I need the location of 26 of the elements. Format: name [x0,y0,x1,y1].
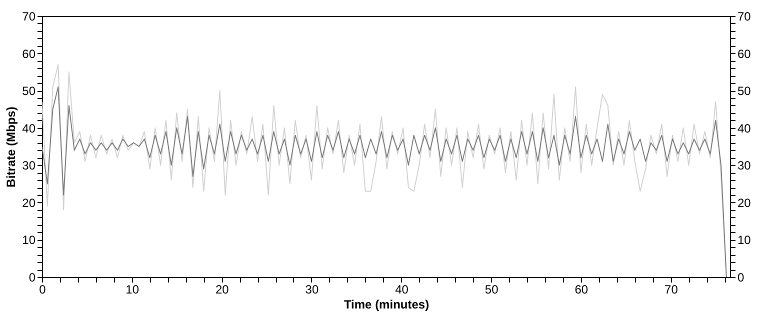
x-tick-label: 30 [305,282,319,296]
x-tick-label: 70 [664,282,678,296]
y-tick-label: 20 [22,196,36,210]
x-tick-label: 60 [574,282,588,296]
y2-tick-label: 20 [738,196,752,210]
y-tick-label: 0 [28,270,36,284]
y-tick-label: 10 [22,233,36,248]
x-tick-label: 40 [395,282,409,296]
y2-tick-label: 50 [738,84,752,98]
x-tick-label: 10 [126,282,140,296]
y-axis-title: Bitrate (Mbps) [4,106,18,188]
y2-tick-label: 0 [738,270,744,284]
y-tick-label: 60 [22,46,36,61]
x-tick-label: 20 [215,282,230,296]
x-tick-label: 50 [484,282,499,296]
y2-tick-label: 60 [738,46,752,61]
y2-tick-label: 70 [738,10,752,24]
y-tick-label: 30 [22,158,36,173]
y-tick-label: 70 [22,10,36,24]
y2-tick-label: 10 [738,233,752,248]
x-tick-label: 0 [39,282,46,296]
y-tick-label: 40 [22,121,36,136]
y2-tick-label: 30 [738,158,752,173]
y-tick-label: 50 [22,84,36,98]
y2-tick-label: 40 [738,121,752,136]
x-axis-title: Time (minutes) [344,298,430,312]
